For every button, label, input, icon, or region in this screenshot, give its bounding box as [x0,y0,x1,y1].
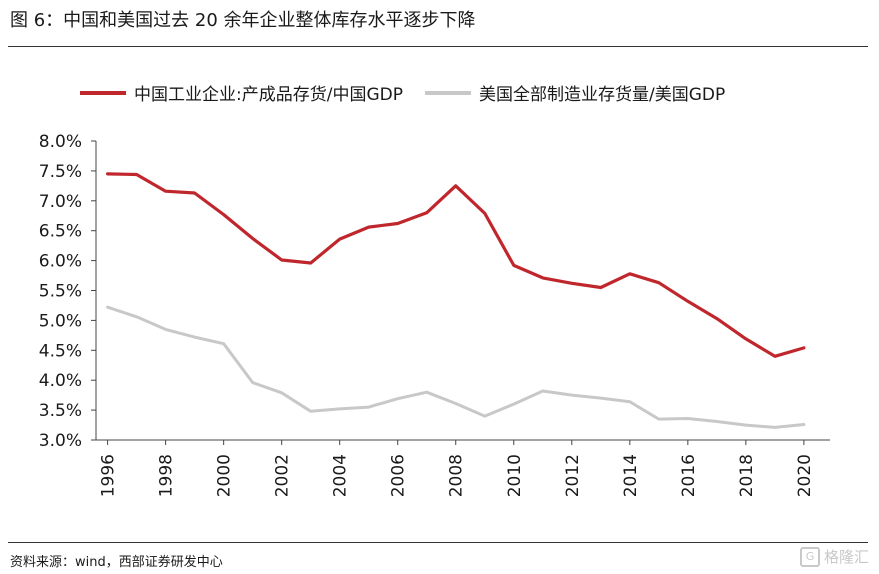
series-line-china [105,172,806,358]
y-tick-label: 5.0% [39,311,82,331]
top-divider [8,46,868,47]
x-tick-label: 2018 [737,454,757,497]
x-tick-label: 2012 [563,454,583,497]
x-tick-label: 2014 [621,454,641,497]
y-tick-label: 4.5% [39,341,82,361]
x-tick-label: 2010 [505,454,525,497]
line-chart: 3.0% 3.5% 4.0% 4.5% 5.0% 5.5% 6.0% 6.5% 7.0% 7.5%… [39,132,830,497]
watermark-text: 格隆汇 [823,548,869,566]
legend-swatch-us [424,90,471,95]
y-tick-label: 7.0% [39,192,82,212]
legend-item-china: 中国工业企业:产成品存货/中国GDP [80,80,403,105]
y-tick-label: 6.0% [39,252,82,272]
x-tick-label: 2006 [389,454,409,497]
legend-label-china: 中国工业企业:产成品存货/中国GDP [134,85,403,105]
x-tick-label: 1996 [99,454,119,497]
legend-label-us: 美国全部制造业存货量/美国GDP [478,85,726,105]
legend-item-us: 美国全部制造业存货量/美国GDP [424,80,726,105]
chart-legend: 中国工业企业:产成品存货/中国GDP 美国全部制造业存货量/美国GDP [80,80,725,105]
series-line-us [106,305,806,429]
y-tick-label: 7.5% [39,162,82,182]
g-logo-icon: G [799,546,820,567]
bottom-divider [8,542,868,543]
x-tick-label: 2016 [679,454,699,497]
y-tick-label: 3.0% [39,431,82,451]
source-note: 资料来源：wind，西部证券研发中心 [10,555,223,570]
y-tick-label: 8.0% [39,132,82,152]
legend-swatch-china [80,90,126,95]
y-tick-label: 5.5% [39,282,82,302]
x-tick-label: 2020 [795,454,815,497]
y-tick-label: 6.5% [39,222,82,242]
watermark: G 格隆汇 [799,546,869,567]
x-tick-label: 2008 [447,454,467,497]
x-tick-label: 2004 [331,454,351,497]
figure-title: 图 6：中国和美国过去 20 余年企业整体库存水平逐步下降 [10,10,476,31]
y-tick-label: 4.0% [39,371,82,391]
x-tick-label: 2000 [215,454,235,497]
x-tick-label: 2002 [273,454,293,497]
x-tick-label: 1998 [157,454,177,497]
y-tick-label: 3.5% [39,401,82,421]
